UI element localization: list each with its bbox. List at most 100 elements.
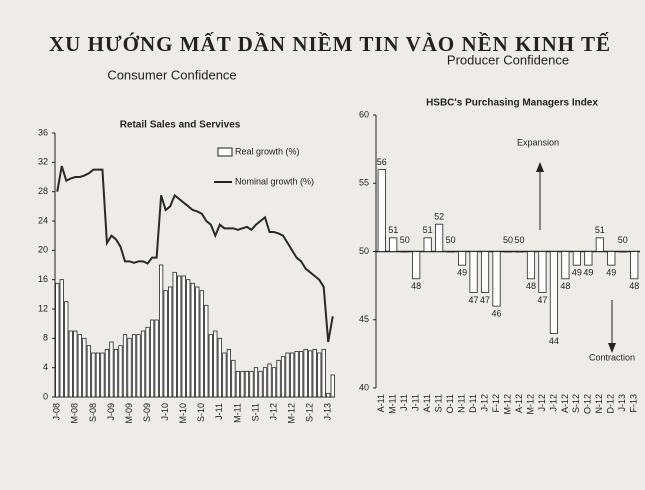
y-tick-label: 40 — [359, 382, 369, 392]
data-label: 48 — [411, 281, 421, 291]
bar — [308, 350, 313, 398]
bar — [113, 348, 119, 398]
x-tick-label: N-11 — [456, 394, 466, 413]
bar — [100, 352, 105, 398]
bar — [515, 251, 524, 253]
chart-heading: Consumer Confidence — [107, 67, 236, 82]
data-label: 52 — [434, 212, 444, 222]
bar — [95, 352, 101, 398]
bar — [561, 251, 570, 280]
x-tick-label: M-10 — [178, 403, 188, 424]
x-tick-label: J-09 — [106, 403, 116, 421]
data-label: 44 — [549, 336, 559, 346]
bar — [312, 348, 317, 398]
data-label: 50 — [503, 235, 513, 245]
bar — [607, 251, 616, 266]
x-tick-label: S-08 — [88, 403, 98, 422]
bar — [217, 337, 222, 398]
bar — [400, 251, 409, 253]
bar — [59, 279, 64, 398]
bar — [68, 330, 73, 398]
x-tick-label: M-12 — [502, 394, 512, 415]
bar — [163, 290, 168, 398]
y-tick-label: 28 — [38, 186, 48, 196]
data-label: 51 — [423, 225, 433, 235]
bar — [244, 370, 250, 398]
x-tick-label: O-12 — [583, 394, 593, 414]
data-label: 47 — [537, 295, 547, 305]
bar — [136, 334, 141, 398]
y-tick-label: 16 — [38, 274, 48, 284]
bar — [435, 223, 444, 252]
data-label: 49 — [572, 268, 582, 278]
bar — [503, 251, 513, 253]
arrow-head — [536, 162, 544, 172]
bar — [492, 251, 501, 307]
chart-heading: Producer Confidence — [447, 52, 569, 67]
data-label: 49 — [583, 268, 593, 278]
bar — [235, 370, 241, 398]
x-tick-label: M-12 — [286, 403, 296, 424]
bar — [317, 352, 322, 398]
bar — [118, 345, 123, 398]
data-label: 48 — [526, 281, 536, 291]
x-tick-label: D-11 — [468, 394, 478, 413]
bar — [131, 334, 137, 398]
slide-title: XU HƯỚNG MẤT DẦN NIỀM TIN VÀO NỀN KINH T… — [49, 32, 611, 56]
x-tick-label: A-11 — [422, 394, 432, 412]
y-tick-label: 8 — [43, 333, 48, 343]
x-tick-label: J-12 — [479, 394, 489, 412]
bar — [584, 251, 593, 266]
legend-swatch — [217, 147, 233, 157]
data-label: 50 — [618, 235, 628, 245]
bar — [159, 264, 164, 398]
bar — [572, 251, 581, 266]
x-tick-label: M-11 — [232, 403, 242, 423]
data-label: 47 — [469, 295, 479, 305]
x-tick-label: J-12 — [268, 403, 278, 421]
bar — [149, 319, 155, 398]
bar — [480, 251, 490, 293]
bar — [186, 279, 191, 398]
x-tick-label: S-12 — [305, 403, 315, 422]
bar — [213, 330, 218, 398]
x-tick-label: D-12 — [606, 394, 616, 414]
bar — [181, 275, 186, 398]
bar — [127, 337, 132, 398]
bar — [423, 237, 432, 252]
bar — [140, 330, 146, 398]
data-label: 50 — [400, 235, 410, 245]
bar — [73, 330, 78, 398]
data-label: 50 — [514, 235, 524, 245]
bar — [82, 337, 87, 398]
bar — [172, 271, 177, 398]
x-tick-label: A-11 — [376, 394, 386, 412]
y-tick-label: 50 — [359, 246, 369, 256]
x-tick-label: F-13 — [629, 394, 639, 413]
x-tick-label: S-12 — [571, 394, 581, 413]
data-label: 46 — [492, 308, 502, 318]
bar — [226, 348, 231, 398]
bar — [177, 275, 182, 398]
data-label: 51 — [595, 225, 605, 235]
y-tick-label: 20 — [38, 245, 48, 255]
chart-title: Retail Sales and Servives — [120, 120, 241, 131]
bar — [86, 345, 91, 398]
bar — [526, 251, 536, 280]
data-label: 47 — [480, 295, 490, 305]
x-tick-label: A-12 — [514, 394, 524, 413]
data-label: 48 — [560, 281, 570, 291]
bar — [64, 301, 69, 398]
y-tick-label: 24 — [38, 215, 48, 225]
line — [56, 165, 334, 343]
bar — [377, 169, 386, 252]
bar — [412, 251, 421, 280]
bar — [262, 367, 268, 398]
bar — [389, 237, 398, 252]
bar — [303, 348, 308, 398]
bar — [249, 370, 254, 398]
bar — [240, 370, 245, 398]
bar — [469, 251, 478, 293]
